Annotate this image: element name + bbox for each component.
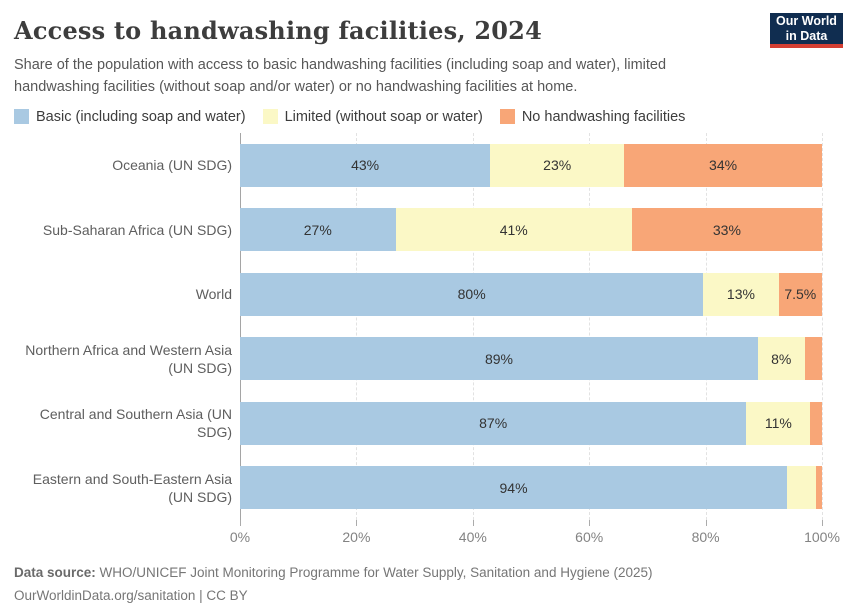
bar-segment[interactable]: 94% — [240, 466, 788, 510]
bar-segment[interactable]: 33% — [631, 208, 822, 252]
bar-segment[interactable]: 13% — [703, 272, 779, 316]
bar-segment[interactable] — [816, 466, 822, 510]
gridline — [705, 132, 707, 520]
bar-value-label: 41% — [499, 221, 528, 238]
bar-value-label: 89% — [484, 350, 513, 367]
bar-row: World 80% 13% 7.5% — [14, 262, 836, 327]
gridlines — [240, 132, 823, 520]
axis-tick — [822, 519, 823, 526]
bar-value-label: 13% — [726, 286, 755, 303]
category-label: Northern Africa and Western Asia (UN SDG… — [25, 341, 232, 376]
bar-segment[interactable] — [810, 401, 822, 445]
category-label: Eastern and South-Eastern Asia (UN SDG) — [32, 470, 232, 505]
bar-segment[interactable]: 43% — [240, 143, 491, 187]
axis-tick-label: 60% — [575, 528, 604, 545]
axis-tick — [705, 519, 707, 526]
bar-row: Eastern and South-Eastern Asia (UN SDG) 9… — [14, 455, 836, 520]
bar-track: 87% 11% — [240, 401, 822, 445]
category-label: Sub-Saharan Africa (UN SDG) — [42, 221, 232, 238]
bar-segment[interactable]: 87% — [240, 401, 747, 445]
legend-swatch-icon — [14, 109, 29, 125]
bar-segment[interactable]: 80% — [240, 272, 704, 316]
category-label: Central and Southern Asia (UN SDG) — [39, 406, 232, 441]
axis-tick-label: 40% — [458, 528, 487, 545]
bar-value-label: 87% — [479, 415, 508, 432]
y-axis-line — [240, 132, 241, 520]
legend-item[interactable]: No handwashing facilities — [499, 108, 686, 125]
bar-value-label: 43% — [351, 157, 380, 174]
owid-logo-line1: Our World — [776, 13, 837, 28]
bar-row: Northern Africa and Western Asia (UN SDG… — [14, 326, 836, 391]
gridline — [589, 132, 591, 520]
owid-logo-line2: in Data — [785, 28, 828, 43]
datasource-label: Data source: — [14, 564, 96, 580]
bar-value-label: 34% — [709, 157, 738, 174]
bar-value-label: 23% — [543, 157, 572, 174]
bar-segment[interactable] — [787, 466, 817, 510]
gridline — [472, 132, 474, 520]
legend-swatch-icon — [262, 109, 278, 125]
legend-swatch-icon — [499, 109, 515, 125]
bar-track: 27% 41% 33% — [240, 208, 822, 252]
bar-row: Sub-Saharan Africa (UN SDG) 27% 41% 33% — [14, 197, 836, 262]
bar-value-label: 80% — [457, 286, 486, 303]
bar-value-label: 7.5% — [784, 286, 817, 303]
axis-tick-label: 100% — [804, 528, 840, 545]
bar-value-label: 33% — [712, 221, 741, 238]
bar-track: 43% 23% 34% — [240, 143, 822, 187]
x-axis: 0% 20% 40% 60% 80% 100% — [230, 519, 840, 548]
bar-track: 80% 13% 7.5% — [240, 272, 822, 316]
gridline — [356, 132, 358, 520]
datasource-text: WHO/UNICEF Joint Monitoring Programme fo… — [95, 564, 653, 580]
axis-tick-label: 80% — [691, 528, 720, 545]
chart-subtitle: Share of the population with access to b… — [14, 57, 667, 96]
bar-rows: Oceania (UN SDG) 43% 23% 34% Sub-Saharan Afr… — [14, 133, 836, 520]
bar-value-label: 94% — [499, 479, 528, 496]
legend-label: Limited (without soap or water) — [284, 108, 483, 125]
bar-segment[interactable]: 11% — [746, 401, 811, 445]
legend: Basic (including soap and water) Limited … — [14, 109, 836, 125]
plot-area: Oceania (UN SDG) 43% 23% 34% Sub-Saharan Afr… — [14, 132, 836, 520]
bar-value-label: 27% — [303, 221, 332, 238]
bar-row: Central and Southern Asia (UN SDG) 87% 11% — [14, 391, 836, 456]
bar-track: 89% 8% — [240, 337, 822, 381]
bar-segment[interactable]: 23% — [490, 143, 625, 187]
bar-segment[interactable]: 27% — [240, 208, 396, 252]
owid-logo[interactable]: Our World in Data — [770, 13, 843, 48]
bar-segment[interactable]: 8% — [757, 337, 805, 381]
axis-tick — [356, 519, 358, 526]
license-line: OurWorldinData.org/sanitation | CC BY — [14, 587, 248, 603]
bar-segment[interactable]: 89% — [240, 337, 758, 381]
axis-tick — [589, 519, 591, 526]
bar-segment[interactable]: 41% — [395, 208, 632, 252]
axis-tick-label: 20% — [342, 528, 371, 545]
category-label: Oceania (UN SDG) — [112, 157, 232, 174]
legend-label: Basic (including soap and water) — [36, 108, 246, 125]
category-label: World — [195, 286, 232, 303]
datasource-line: Data source: WHO/UNICEF Joint Monitoring… — [14, 562, 836, 585]
bar-row: Oceania (UN SDG) 43% 23% 34% — [14, 133, 836, 198]
axis-tick — [472, 519, 474, 526]
page-title: Access to handwashing facilities, 2024 — [14, 16, 542, 45]
chart-footer: Data source: WHO/UNICEF Joint Monitoring… — [14, 562, 836, 608]
legend-item[interactable]: Basic (including soap and water) — [14, 109, 246, 125]
bar-segment[interactable]: 7.5% — [778, 272, 822, 316]
bar-value-label: 11% — [764, 415, 792, 432]
bar-segment[interactable] — [804, 337, 822, 381]
axis-tick-label: 0% — [229, 528, 251, 545]
legend-label: No handwashing facilities — [521, 108, 686, 125]
bar-value-label: 8% — [771, 350, 792, 367]
bar-track: 94% — [240, 466, 822, 510]
axis-tick — [240, 519, 241, 526]
gridline — [822, 132, 823, 520]
bar-segment[interactable]: 34% — [624, 143, 822, 187]
legend-item[interactable]: Limited (without soap or water) — [262, 108, 483, 125]
chart-header: Access to handwashing facilities, 2024 O… — [14, 13, 843, 99]
